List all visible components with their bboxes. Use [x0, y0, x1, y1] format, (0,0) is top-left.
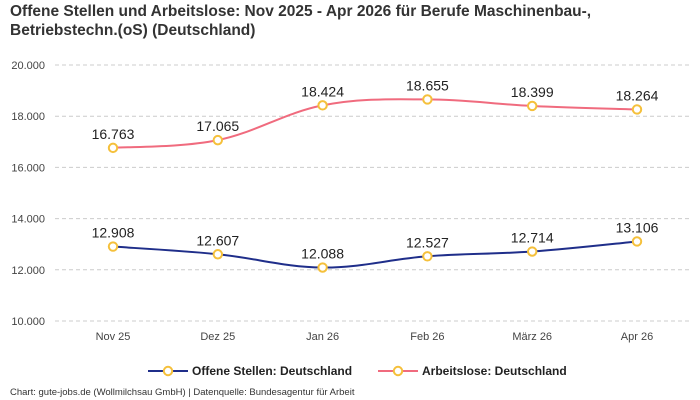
chart-footer: Chart: gute-jobs.de (Wollmilchsau GmbH) …	[10, 387, 355, 398]
x-axis: Nov 25 Dez 25 Jan 26 Feb 26 März 26 Apr 26	[96, 331, 654, 343]
legend-label[interactable]: Offene Stellen: Deutschland	[192, 364, 352, 378]
y-tick-label: 20.000	[11, 60, 45, 72]
y-tick-label: 10.000	[11, 316, 45, 328]
chart-title: Offene Stellen und Arbeitslose: Nov 2025…	[10, 3, 592, 39]
data-point	[212, 249, 224, 260]
data-point	[631, 104, 643, 115]
y-tick-label: 12.000	[11, 265, 45, 277]
data-point	[422, 251, 433, 262]
data-point	[631, 236, 643, 247]
data-point	[317, 100, 328, 111]
data-label: 12.607	[196, 232, 239, 248]
y-tick-label: 18.000	[11, 111, 45, 123]
data-point	[212, 134, 224, 146]
data-point	[317, 262, 328, 273]
data-point	[107, 241, 119, 252]
y-axis: 10.000 12.000 14.000 16.000 18.000 20.000	[11, 60, 45, 328]
data-label: 12.908	[92, 225, 135, 241]
legend-marker	[392, 365, 404, 377]
data-label: 18.424	[301, 83, 344, 99]
legend: Offene Stellen: Deutschland Arbeitslose: …	[148, 364, 567, 378]
data-point	[527, 246, 538, 257]
data-point	[107, 142, 119, 154]
data-label: 18.399	[511, 84, 554, 100]
x-tick-label: Dez 25	[200, 331, 235, 343]
data-label: 12.527	[406, 234, 449, 250]
series-line-1	[112, 98, 638, 149]
data-point	[527, 100, 538, 112]
data-label: 18.264	[616, 87, 659, 103]
data-label: 13.106	[616, 219, 659, 235]
legend-label[interactable]: Arbeitslose: Deutschland	[422, 364, 567, 378]
grid-lines	[55, 64, 690, 322]
y-tick-label: 16.000	[11, 162, 45, 174]
legend-marker	[162, 365, 174, 377]
data-label: 17.065	[196, 118, 239, 134]
x-tick-label: März 26	[512, 331, 552, 343]
data-label: 18.655	[406, 77, 449, 93]
data-label: 16.763	[92, 126, 135, 142]
data-point	[422, 94, 433, 105]
data-label: 12.714	[511, 230, 554, 246]
data-labels: 12.908 12.607 12.088 12.527 12.714 13.106 16.7…	[92, 77, 659, 261]
y-tick-label: 14.000	[11, 214, 45, 226]
x-tick-label: Jan 26	[306, 331, 339, 343]
data-label: 12.088	[301, 246, 344, 262]
series-lines	[107, 94, 643, 273]
series-line-0	[112, 240, 638, 269]
x-tick-label: Apr 26	[621, 331, 653, 343]
x-tick-label: Feb 26	[410, 331, 444, 343]
x-tick-label: Nov 25	[96, 331, 131, 343]
